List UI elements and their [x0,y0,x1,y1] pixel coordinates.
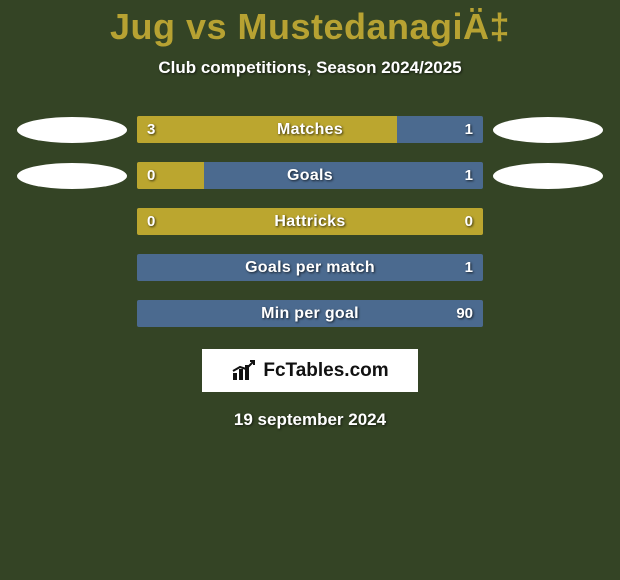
stat-bar: Matches31 [137,116,483,143]
stat-bar-left-fill [137,208,483,235]
date-text: 19 september 2024 [234,410,386,430]
stat-bar: Hattricks00 [137,208,483,235]
stat-bar-left-fill [137,116,397,143]
stat-bar-right-fill [137,300,483,327]
stats-rows: Matches31 Goals01 Hattricks00 Goals per mat… [0,116,620,327]
logo-box: FcTables.com [202,349,418,392]
right-marker-slot [483,117,613,143]
right-marker-slot [483,163,613,189]
stat-bar-right-fill [204,162,483,189]
stat-bar: Min per goal90 [137,300,483,327]
stat-bar-left-fill [137,162,204,189]
player-right-marker [493,163,603,189]
left-marker-slot [7,117,137,143]
stat-row: Min per goal90 [0,300,620,327]
stat-bar: Goals01 [137,162,483,189]
stat-row: Hattricks00 [0,208,620,235]
stat-row: Goals01 [0,162,620,189]
page-title: Jug vs MustedanagiÄ‡ [110,6,510,48]
logo-chart-icon [231,360,257,382]
stat-bar: Goals per match1 [137,254,483,281]
stat-row: Matches31 [0,116,620,143]
subtitle: Club competitions, Season 2024/2025 [158,58,461,78]
player-left-marker [17,117,127,143]
player-right-marker [493,117,603,143]
stat-bar-right-fill [397,116,484,143]
player-left-marker [17,163,127,189]
logo-text: FcTables.com [263,360,388,382]
stat-row: Goals per match1 [0,254,620,281]
left-marker-slot [7,163,137,189]
stat-bar-right-fill [137,254,483,281]
